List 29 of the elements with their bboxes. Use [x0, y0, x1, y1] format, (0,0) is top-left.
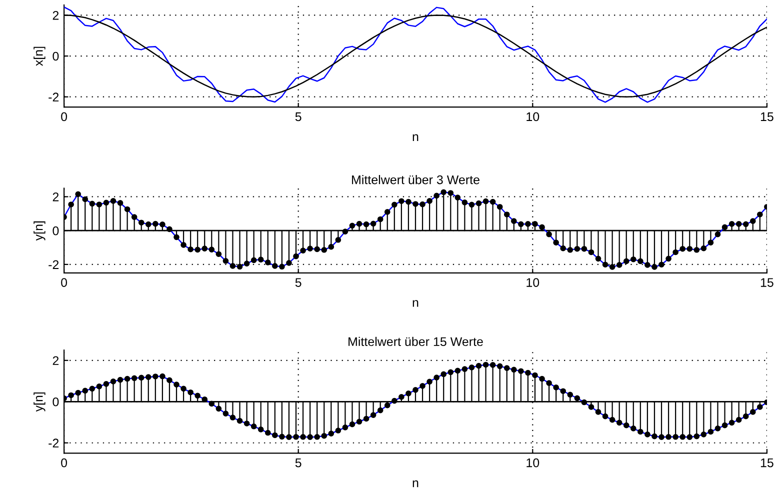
- x-tick-label: 0: [61, 458, 68, 468]
- y-tick-label: 0: [52, 397, 59, 406]
- x-tick-label: 15: [760, 278, 774, 287]
- x-tick-label: 5: [295, 112, 302, 122]
- y-axis-title: y[n]: [34, 392, 46, 412]
- x-tick-label: 5: [295, 278, 302, 287]
- y-tick-label: 0: [52, 226, 59, 236]
- x-axis-title: n: [412, 480, 418, 488]
- x-tick-label: 10: [526, 278, 540, 287]
- x-tick-label: 0: [61, 112, 68, 122]
- y-tick-label: 2: [52, 356, 59, 365]
- y-tick-label: -2: [48, 260, 59, 269]
- x-tick-label: 15: [760, 458, 774, 468]
- y-axis-title: x[n]: [34, 46, 46, 66]
- x-axis-title: n: [412, 134, 418, 141]
- x-tick-label: 5: [295, 458, 302, 468]
- x-tick-label: 10: [526, 458, 540, 468]
- chart-title: Mittelwert über 3 Werte: [352, 175, 480, 184]
- y-tick-label: 2: [52, 10, 59, 20]
- y-tick-label: 2: [52, 192, 59, 202]
- y-axis-title: y[n]: [34, 221, 46, 241]
- x-tick-label: 10: [526, 112, 540, 122]
- x-tick-label: 15: [760, 112, 774, 122]
- y-tick-label: 0: [52, 52, 59, 61]
- chart-title: Mittelwert über 15 Werte: [348, 336, 483, 346]
- y-tick-label: -2: [48, 92, 59, 102]
- x-tick-label: 0: [61, 278, 68, 287]
- y-tick-label: -2: [48, 438, 59, 448]
- x-axis-title: n: [412, 300, 418, 307]
